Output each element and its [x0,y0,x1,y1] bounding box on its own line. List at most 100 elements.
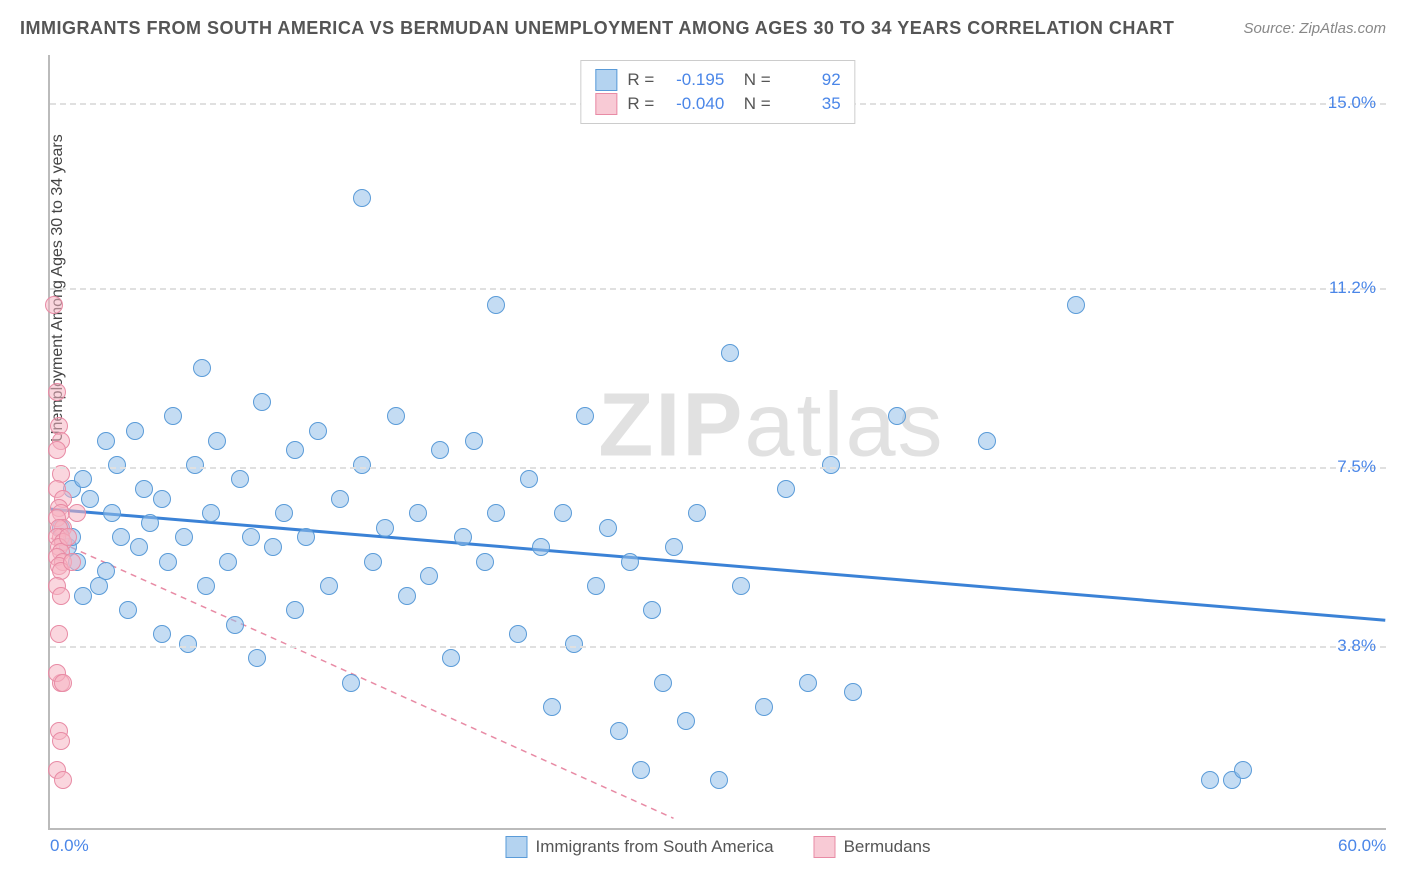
scatter-point [52,587,70,605]
scatter-point [532,538,550,556]
scatter-point [643,601,661,619]
scatter-point [431,441,449,459]
scatter-point [264,538,282,556]
scatter-point [1067,296,1085,314]
scatter-point [286,441,304,459]
gridline [50,288,1386,290]
legend-label: Immigrants from South America [535,837,773,857]
scatter-point [487,296,505,314]
scatter-point [710,771,728,789]
y-tick-label: 15.0% [1328,93,1376,113]
y-tick-label: 7.5% [1337,457,1376,477]
scatter-point [175,528,193,546]
scatter-point [376,519,394,537]
chart-container: IMMIGRANTS FROM SOUTH AMERICA VS BERMUDA… [0,0,1406,892]
scatter-point [565,635,583,653]
scatter-point [130,538,148,556]
legend-row-pink: R = -0.040 N = 35 [595,93,840,115]
scatter-point [59,528,77,546]
scatter-point [286,601,304,619]
swatch-blue-icon [595,69,617,91]
scatter-point [476,553,494,571]
gridline [50,467,1386,469]
x-tick-label: 0.0% [50,836,89,856]
scatter-point [126,422,144,440]
scatter-point [68,504,86,522]
scatter-point [45,296,63,314]
scatter-point [654,674,672,692]
scatter-point [621,553,639,571]
scatter-point [54,674,72,692]
scatter-point [398,587,416,605]
scatter-point [888,407,906,425]
scatter-point [97,432,115,450]
scatter-point [309,422,327,440]
scatter-point [63,553,81,571]
r-label: R = [627,94,654,114]
scatter-point [275,504,293,522]
swatch-pink-icon [595,93,617,115]
scatter-point [632,761,650,779]
scatter-point [732,577,750,595]
correlation-legend: R = -0.195 N = 92 R = -0.040 N = 35 [580,60,855,124]
scatter-point [1201,771,1219,789]
scatter-point [48,383,66,401]
scatter-point [103,504,121,522]
y-tick-label: 11.2% [1329,278,1376,298]
scatter-point [342,674,360,692]
swatch-pink-icon [814,836,836,858]
source-attribution: Source: ZipAtlas.com [1243,20,1386,37]
scatter-point [543,698,561,716]
scatter-point [179,635,197,653]
trend-line [51,509,1386,620]
scatter-point [978,432,996,450]
scatter-point [442,649,460,667]
scatter-point [141,514,159,532]
scatter-point [688,504,706,522]
scatter-point [520,470,538,488]
n-label: N = [734,94,770,114]
legend-label: Bermudans [844,837,931,857]
chart-title: IMMIGRANTS FROM SOUTH AMERICA VS BERMUDA… [20,18,1174,39]
scatter-point [153,490,171,508]
scatter-point [74,470,92,488]
scatter-point [48,441,66,459]
scatter-point [297,528,315,546]
scatter-point [331,490,349,508]
scatter-point [119,601,137,619]
r-value-pink: -0.040 [664,94,724,114]
scatter-point [108,456,126,474]
scatter-point [777,480,795,498]
r-value-blue: -0.195 [664,70,724,90]
y-tick-label: 3.8% [1337,636,1376,656]
scatter-point [112,528,130,546]
legend-row-blue: R = -0.195 N = 92 [595,69,840,91]
scatter-point [353,189,371,207]
scatter-point [665,538,683,556]
scatter-point [1234,761,1252,779]
scatter-point [755,698,773,716]
scatter-point [599,519,617,537]
scatter-point [197,577,215,595]
scatter-point [454,528,472,546]
scatter-point [208,432,226,450]
scatter-point [465,432,483,450]
scatter-point [409,504,427,522]
legend-item-blue: Immigrants from South America [505,836,773,858]
n-label: N = [734,70,770,90]
scatter-point [353,456,371,474]
scatter-point [610,722,628,740]
gridline [50,646,1386,648]
scatter-point [159,553,177,571]
scatter-point [219,553,237,571]
scatter-point [81,490,99,508]
scatter-point [242,528,260,546]
scatter-point [231,470,249,488]
n-value-blue: 92 [781,70,841,90]
scatter-point [799,674,817,692]
scatter-point [153,625,171,643]
series-legend: Immigrants from South America Bermudans [505,836,930,858]
scatter-point [576,407,594,425]
scatter-point [52,732,70,750]
scatter-point [193,359,211,377]
